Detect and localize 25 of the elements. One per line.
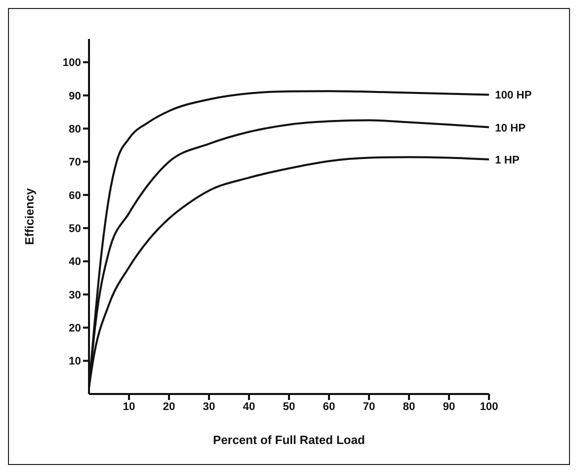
x-tick-label: 20 <box>162 400 176 413</box>
x-tick-label: 80 <box>402 400 416 413</box>
x-tick-label: 30 <box>202 400 216 413</box>
x-tick-label: 10 <box>122 400 136 413</box>
x-tick-label: 100 <box>480 400 498 413</box>
series-label: 100 HP <box>495 90 532 102</box>
y-tick-label: 20 <box>68 322 81 335</box>
x-tick-label: 90 <box>442 400 456 413</box>
y-tick-label: 50 <box>68 223 81 236</box>
y-tick-label: 70 <box>68 156 81 169</box>
y-axis-title: Efficiency <box>22 188 36 245</box>
series-label: 10 HP <box>495 122 526 134</box>
x-tick-label: 40 <box>242 400 256 413</box>
x-tick-label: 60 <box>322 400 336 413</box>
y-tick-label: 80 <box>68 123 81 136</box>
y-tick-label: 40 <box>68 256 81 268</box>
y-tick-label: 10 <box>68 356 81 368</box>
x-tick-label: 70 <box>362 400 376 413</box>
x-axis-title: Percent of Full Rated Load <box>212 433 366 447</box>
y-tick-label: 90 <box>68 90 81 102</box>
series-label: 1 HP <box>495 154 520 166</box>
y-tick-label: 100 <box>62 57 81 70</box>
y-tick-label: 30 <box>68 289 81 302</box>
x-tick-label: 50 <box>282 400 296 413</box>
y-tick-label: 60 <box>68 190 81 202</box>
